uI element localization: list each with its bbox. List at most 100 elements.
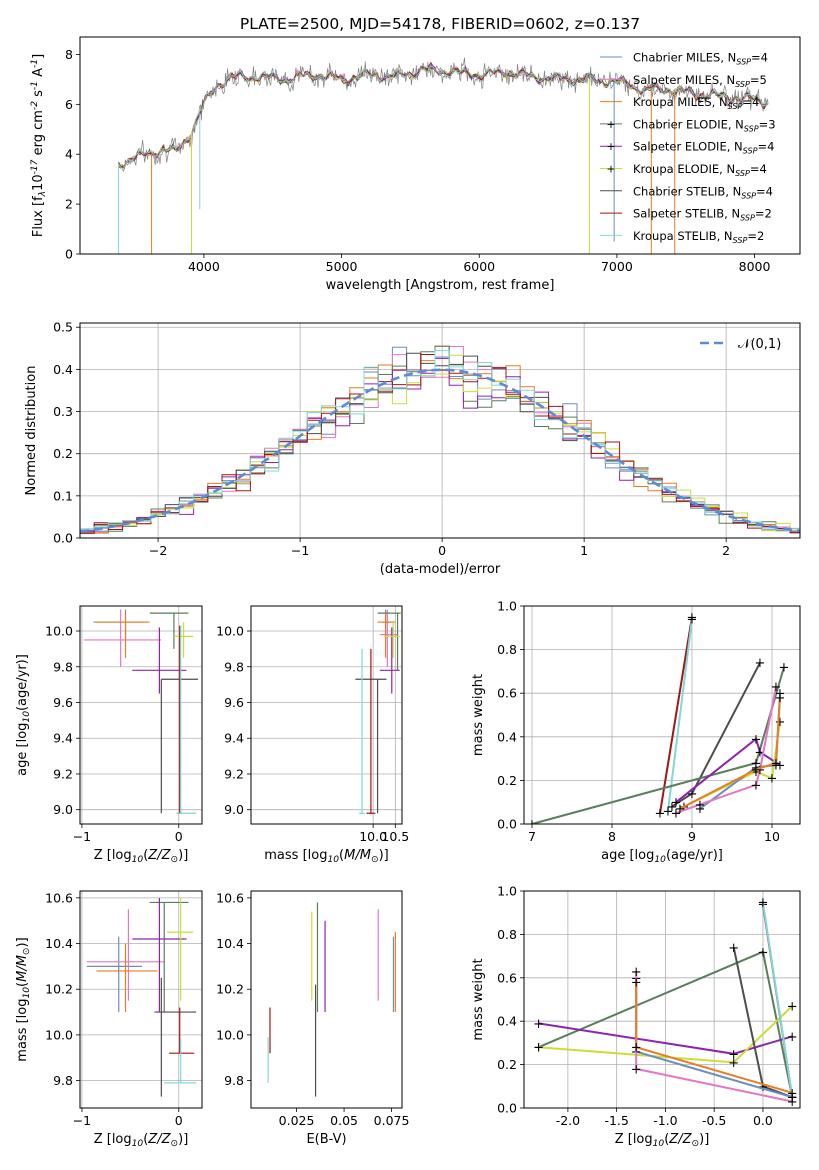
- legend-marker-5: +: [606, 163, 615, 176]
- x-axis-label: (data-model)/error: [380, 562, 501, 577]
- weight-marker: +: [667, 800, 678, 815]
- x-tick-label: -1.0: [653, 1113, 677, 1128]
- x-tick-label: −1: [73, 1113, 91, 1128]
- weight-marker: +: [631, 965, 642, 980]
- y-axis-label: mass weight: [471, 674, 486, 756]
- weight-marker: +: [755, 746, 766, 761]
- x-tick-label: −1: [73, 829, 91, 844]
- y-tick-label: 1.0: [497, 884, 517, 899]
- weight-marker: +: [787, 1091, 798, 1106]
- panel-weight_vs_Z: -2.0 -1.5 -1.0 -0.5 0.0 0.0 0.2 0.4 0.6 0.8 1.0 Z […: [471, 884, 801, 1149]
- x-tick-label: 4000: [188, 259, 220, 274]
- plot-area: [355, 609, 401, 814]
- y-tick-label: 9.8: [224, 1073, 244, 1088]
- weight-marker: +: [755, 656, 766, 671]
- legend-label-8: Kroupa STELIB, NSSP=2: [633, 229, 764, 245]
- y-tick-label: 0.3: [53, 404, 73, 419]
- weight-marker: +: [787, 1091, 798, 1106]
- x-tick-label: 8: [608, 829, 616, 844]
- axes-frame: [79, 890, 203, 1109]
- weight-marker: +: [771, 759, 782, 774]
- x-tick-label: 10.5: [381, 829, 409, 844]
- histogram-series-5: [80, 354, 800, 533]
- y-tick-label: 9.6: [224, 695, 244, 710]
- weight-marker: +: [533, 1041, 544, 1056]
- weight-line-4: [675, 737, 781, 803]
- x-tick-label: 0: [175, 829, 183, 844]
- weight-marker: +: [775, 759, 786, 774]
- axes-frame: [250, 605, 403, 825]
- y-tick-label: 9.6: [53, 695, 73, 710]
- y-tick-label: 10.0: [45, 1027, 73, 1042]
- gaussian-curve: [80, 368, 800, 533]
- x-tick-label: 9: [688, 829, 696, 844]
- x-axis-label: mass [log10(M/M⊙)]: [264, 848, 388, 865]
- x-tick-label: 8000: [739, 259, 771, 274]
- x-axis-label: Z [log10(Z/Z⊙)]: [94, 848, 189, 865]
- weight-marker: +: [687, 787, 698, 802]
- plot-area: ++++++++++++++++ ++++ +++++++++ ++: [527, 610, 789, 833]
- y-axis-label: Flux [fλ10-17 erg cm-2 s-1 A-1]: [30, 54, 48, 237]
- weight-marker: +: [787, 1091, 798, 1106]
- legend-label-3: Chabrier ELODIE, NSSP=3: [633, 117, 776, 133]
- axes-frame: [79, 605, 203, 825]
- y-tick-label: 9.8: [53, 1073, 73, 1088]
- weight-marker: +: [751, 761, 762, 776]
- panel-residuals: −2 −1 0 1 2 0.0 0.1 0.2 0.3 0.4 0.5 (data-model)/er…: [24, 320, 801, 577]
- weight-line-1: [667, 618, 693, 812]
- weight-line-0: [538, 950, 794, 1098]
- weight-line-2: [671, 662, 761, 808]
- weight-marker: +: [631, 1041, 642, 1056]
- weight-marker: +: [631, 1062, 642, 1077]
- legend: 𝒩(0,1): [700, 337, 781, 352]
- y-tick-label: 9.2: [53, 766, 73, 781]
- weight-marker: +: [695, 798, 706, 813]
- weight-marker: +: [775, 687, 786, 702]
- weight-line-7: [675, 686, 777, 815]
- x-tick-label: 0: [175, 1113, 183, 1128]
- y-tick-label: 6: [65, 97, 73, 112]
- x-tick-label: 0.075: [374, 1113, 410, 1128]
- weight-marker: +: [767, 772, 778, 787]
- weight-marker: +: [755, 763, 766, 778]
- y-tick-label: 0: [65, 247, 73, 262]
- weight-marker: +: [775, 715, 786, 730]
- y-tick-label: 10.2: [45, 982, 73, 997]
- y-tick-label: 9.8: [53, 659, 73, 674]
- x-tick-label: 2: [722, 543, 730, 558]
- weight-marker: +: [751, 778, 762, 793]
- y-tick-label: 10.4: [45, 936, 73, 951]
- weight-line-3: [531, 666, 785, 824]
- weight-marker: +: [757, 945, 768, 960]
- x-tick-label: 7: [528, 829, 536, 844]
- x-axis-label: E(B-V): [306, 1132, 346, 1147]
- y-tick-label: 4: [65, 147, 73, 162]
- weight-marker: +: [728, 1047, 739, 1062]
- x-tick-label: -0.5: [702, 1113, 726, 1128]
- y-tick-label: 0.0: [53, 531, 73, 546]
- x-tick-label: 0.0: [753, 1113, 773, 1128]
- x-tick-label: 10.0: [359, 829, 387, 844]
- x-axis-label: Z [log10(Z/Z⊙)]: [94, 1132, 189, 1149]
- weight-marker: +: [527, 818, 538, 833]
- y-tick-label: 0.6: [497, 970, 517, 985]
- weight-line-1: [538, 1022, 793, 1055]
- weight-marker: +: [533, 1041, 544, 1056]
- y-tick-label: 9.2: [224, 766, 244, 781]
- weight-marker: +: [757, 1080, 768, 1095]
- y-tick-label: 9.4: [224, 731, 244, 746]
- y-tick-label: 10.4: [216, 936, 244, 951]
- y-tick-label: 0.4: [497, 729, 517, 744]
- x-tick-label: -2.0: [556, 1113, 580, 1128]
- legend-marker-3: +: [606, 118, 615, 131]
- y-axis-label: mass weight: [471, 958, 486, 1040]
- legend-label-7: Salpeter STELIB, NSSP=2: [633, 207, 772, 223]
- weight-marker: +: [663, 804, 674, 819]
- y-axis-label: mass [log10(M/M⊙)]: [15, 937, 32, 1061]
- weight-marker: +: [771, 756, 782, 771]
- x-tick-label: 10: [764, 829, 780, 844]
- weight-marker: +: [728, 941, 739, 956]
- weight-marker: +: [671, 796, 682, 811]
- x-axis-label: wavelength [Angstrom, rest frame]: [326, 278, 555, 293]
